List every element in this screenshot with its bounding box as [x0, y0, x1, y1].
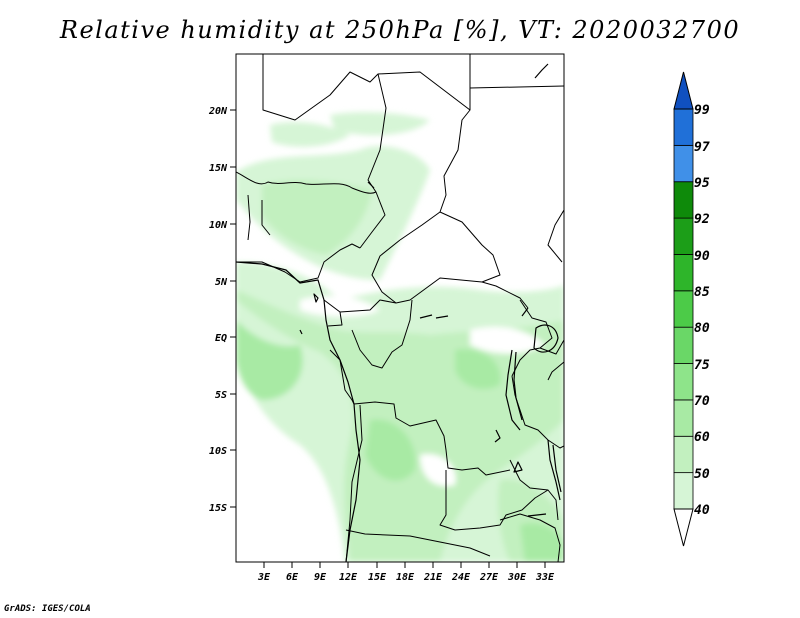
country-boundaries: [236, 54, 564, 562]
lon-label: 18E: [396, 572, 415, 583]
lon-label: 27E: [479, 572, 499, 583]
colorbar-top-arrow: [673, 71, 694, 110]
colorbar-bottom-arrow: [673, 508, 694, 547]
lat-label: 15S: [209, 503, 227, 514]
lon-label: 15E: [368, 572, 387, 583]
colorbar-segment: [673, 399, 694, 437]
colorbar-label: 92: [694, 212, 710, 227]
lon-label: 3E: [257, 572, 271, 583]
colorbar-label: 60: [694, 430, 710, 445]
colorbar-segment: [673, 181, 694, 219]
colorbar-label: 75: [694, 358, 710, 373]
lon-label: 24E: [451, 572, 471, 583]
colorbar-label: 70: [694, 394, 710, 409]
lat-label: 5S: [215, 390, 227, 401]
lat-label: 15N: [209, 163, 228, 174]
colorbar-segment: [673, 435, 694, 474]
lat-ticks: [230, 109, 236, 508]
colorbar-label: 90: [694, 249, 710, 264]
coastline: [236, 63, 562, 562]
colorbar-label: 80: [694, 321, 710, 336]
lon-label: 33E: [535, 572, 555, 583]
colorbar-segment: [673, 254, 694, 292]
lat-label: 5N: [215, 277, 228, 288]
colorbar-label: 40: [694, 503, 710, 518]
lon-label: 9E: [314, 572, 327, 583]
lon-label: 6E: [286, 572, 299, 583]
colorbar-segment: [673, 108, 694, 146]
humidity-shading: [236, 112, 564, 562]
lat-tick-labels: 20N 15N 10N 5N EQ 5S 10S 15S: [208, 106, 228, 514]
colorbar-label: 95: [694, 176, 710, 191]
colorbar-segment: [673, 363, 694, 401]
lon-tick-labels: 3E 6E 9E 12E 15E 18E 21E 24E 27E 30E 33E: [257, 572, 555, 583]
colorbar-segment: [673, 290, 694, 328]
colorbar-segment: [673, 472, 694, 510]
colorbar-segment: [673, 217, 694, 255]
colorbar: 40 50 60 70 75 80 85 90 92 95 97 99: [673, 71, 710, 547]
lat-label: EQ: [215, 333, 227, 344]
colorbar-segment: [673, 144, 694, 183]
lon-ticks: [263, 562, 546, 568]
lon-label: 12E: [339, 572, 358, 583]
lon-label: 21E: [423, 572, 443, 583]
grads-credit: GrADS: IGES/COLA: [4, 604, 91, 614]
colorbar-label: 97: [694, 140, 710, 155]
lon-label: 30E: [507, 572, 527, 583]
lat-label: 10S: [209, 446, 227, 457]
colorbar-label: 99: [694, 103, 710, 118]
colorbar-segment: [673, 326, 694, 364]
colorbar-segments: [673, 108, 694, 510]
map-title: Relative humidity at 250hPa [%], VT: 202…: [59, 16, 741, 44]
colorbar-label: 85: [694, 285, 710, 300]
colorbar-label: 50: [694, 467, 710, 482]
lat-label: 10N: [209, 220, 228, 231]
map-frame: [235, 53, 565, 563]
lat-label: 20N: [208, 106, 228, 117]
